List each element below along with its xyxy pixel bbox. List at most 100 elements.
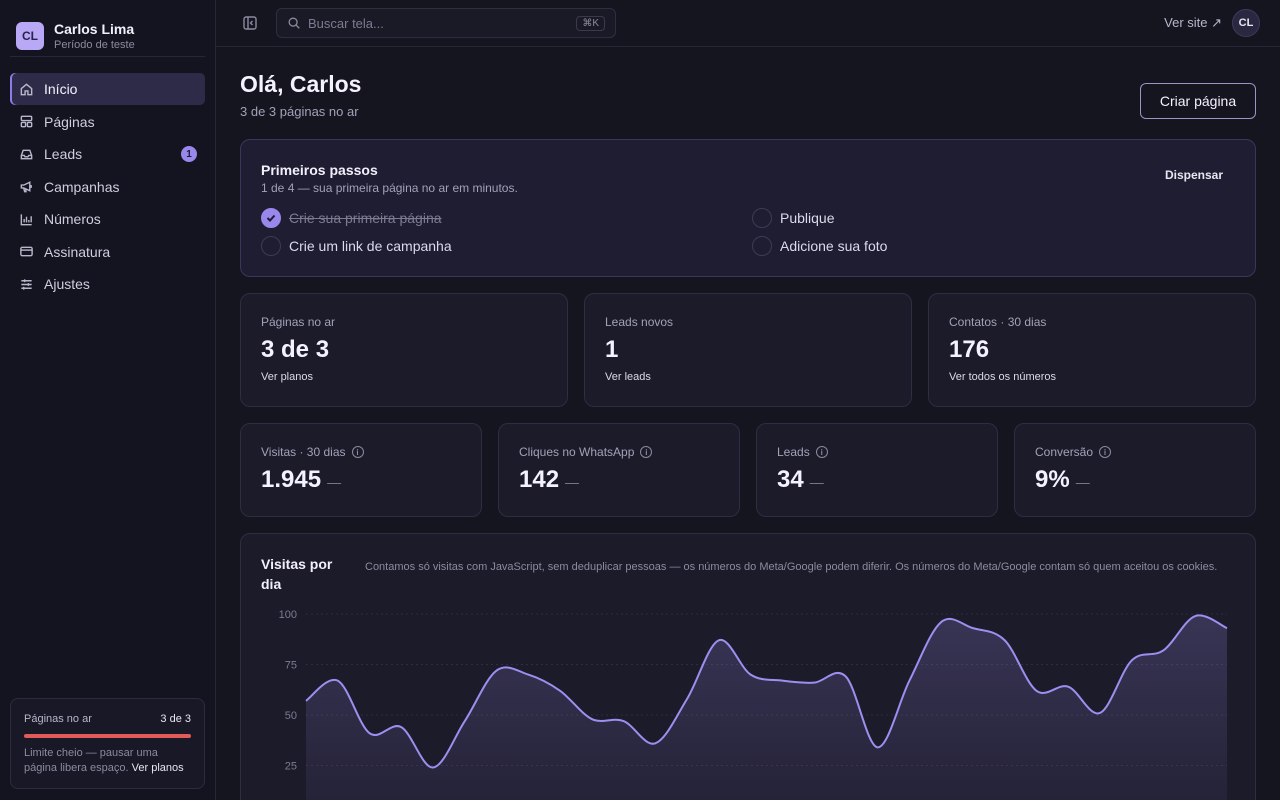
data-point[interactable] (776, 675, 788, 687)
plan-usage-label: Páginas no ar (24, 713, 92, 725)
view-site-link[interactable]: Ver site ↗ (1164, 15, 1222, 30)
metric-card-leads: Leads i 34 — (756, 423, 998, 517)
data-point[interactable] (999, 634, 1011, 646)
sidebar-nav: Início Páginas Leads 1 Campanhas Números… (0, 57, 215, 300)
sidebar-item-label: Início (44, 81, 78, 97)
sidebar-item-campanhas[interactable]: Campanhas (10, 171, 205, 203)
data-point[interactable] (1189, 610, 1201, 622)
data-point[interactable] (681, 693, 693, 705)
y-tick-label: 25 (285, 761, 297, 773)
sidebar-item-label: Leads (44, 146, 83, 162)
data-point[interactable] (808, 677, 820, 689)
inbox-icon (18, 146, 34, 162)
metric-label: Visitas · 30 dias (261, 445, 346, 459)
onboarding-subtitle: 1 de 4 — sua primeira página no ar em mi… (261, 181, 518, 195)
y-tick-label: 100 (279, 609, 297, 621)
data-point[interactable] (300, 695, 312, 707)
metric-delta: — (1075, 474, 1090, 490)
sidebar-item-leads[interactable]: Leads 1 (10, 138, 205, 170)
data-point[interactable] (903, 675, 915, 687)
metric-label: Leads (777, 445, 810, 459)
data-point[interactable] (935, 616, 947, 628)
data-point[interactable] (1157, 644, 1169, 656)
task-label: Crie um link de campanha (289, 238, 452, 254)
task-item[interactable]: Publique (752, 208, 835, 228)
account-avatar: CL (16, 22, 44, 50)
data-point[interactable] (872, 741, 884, 753)
data-point[interactable] (618, 715, 630, 727)
user-avatar[interactable]: CL (1232, 9, 1260, 37)
data-point[interactable] (364, 727, 376, 739)
y-tick-label: 75 (285, 660, 297, 672)
page-title: Olá, Carlos (240, 71, 362, 97)
data-point[interactable] (840, 671, 852, 683)
plan-usage-bar (24, 734, 191, 738)
data-point[interactable] (332, 675, 344, 687)
search-box[interactable]: ⌘K (276, 8, 616, 38)
stat-label: Contatos · 30 dias (949, 315, 1047, 329)
metric-card-whatsapp-clicks: Cliques no WhatsApp i 142 — (498, 423, 740, 517)
sidebar: CL Carlos Lima Período de teste Início P… (0, 0, 216, 800)
data-point[interactable] (1094, 707, 1106, 719)
y-tick-label: 50 (285, 710, 297, 722)
credit-card-icon (18, 244, 34, 260)
stat-label: Páginas no ar (261, 315, 336, 329)
sidebar-item-label: Páginas (44, 113, 95, 130)
info-icon[interactable]: i (640, 446, 653, 458)
account-switcher[interactable]: CL Carlos Lima Período de teste (0, 0, 215, 56)
info-icon[interactable]: i (1099, 446, 1112, 458)
data-point[interactable] (1126, 654, 1138, 666)
chart-title: Visitas por dia (261, 556, 333, 592)
sidebar-item-label: Ajustes (44, 276, 90, 292)
sidebar-item-numeros[interactable]: Números (10, 203, 205, 235)
sidebar-item-label: Assinatura (44, 243, 111, 260)
sidebar-item-ajustes[interactable]: Ajustes (10, 268, 205, 300)
data-point[interactable] (713, 634, 725, 646)
view-plans-link[interactable]: Ver planos (131, 762, 184, 774)
sidebar-toggle-icon[interactable] (242, 15, 258, 31)
sidebar-divider (10, 56, 205, 57)
view-plans-link[interactable]: Ver planos (261, 371, 313, 383)
megaphone-icon (18, 179, 34, 195)
info-icon[interactable]: i (815, 446, 828, 458)
chart-note: Contamos só visitas com JavaScript, sem … (365, 561, 1218, 573)
view-all-numbers-link[interactable]: Ver todos os números (949, 371, 1057, 383)
sidebar-item-assinatura[interactable]: Assinatura (10, 236, 205, 268)
leads-count-badge: 1 (181, 146, 197, 162)
data-point[interactable] (427, 762, 439, 774)
stat-value: 176 (949, 336, 990, 363)
data-point[interactable] (459, 715, 471, 727)
sidebar-item-inicio[interactable]: Início (10, 73, 205, 105)
task-item[interactable]: Adicione sua foto (752, 236, 887, 256)
sidebar-item-label: Números (44, 211, 101, 227)
data-point[interactable] (1062, 681, 1074, 693)
sidebar-item-paginas[interactable]: Páginas (10, 106, 205, 138)
search-shortcut: ⌘K (576, 15, 605, 31)
visits-chart-card: Visitas por dia Contamos só visitas com … (240, 533, 1256, 800)
task-label: Publique (780, 210, 835, 226)
data-point[interactable] (745, 669, 757, 681)
task-item[interactable]: Crie um link de campanha (261, 236, 452, 256)
data-point[interactable] (967, 622, 979, 634)
data-point[interactable] (395, 721, 407, 733)
task-label: Crie sua primeira página (289, 210, 442, 226)
metric-card-conversion: Conversão i 9% — (1014, 423, 1256, 517)
home-icon (18, 81, 34, 97)
search-input[interactable] (308, 15, 577, 31)
task-item[interactable]: Crie sua primeira página (261, 208, 442, 228)
metric-value: 1.945 (261, 466, 322, 493)
data-point[interactable] (586, 713, 598, 725)
info-icon[interactable]: i (351, 446, 364, 458)
data-point[interactable] (491, 665, 503, 677)
data-point[interactable] (522, 669, 534, 681)
create-page-button[interactable]: Criar página (1140, 83, 1256, 119)
view-leads-link[interactable]: Ver leads (605, 371, 651, 383)
data-point[interactable] (649, 737, 661, 749)
data-point[interactable] (1221, 622, 1233, 634)
data-point[interactable] (1030, 685, 1042, 697)
data-point[interactable] (554, 685, 566, 697)
account-plan: Período de teste (54, 39, 135, 51)
dismiss-button[interactable]: Dispensar (1164, 168, 1223, 182)
page-subtitle: 3 de 3 páginas no ar (240, 104, 359, 119)
stat-value: 3 de 3 (261, 336, 330, 363)
